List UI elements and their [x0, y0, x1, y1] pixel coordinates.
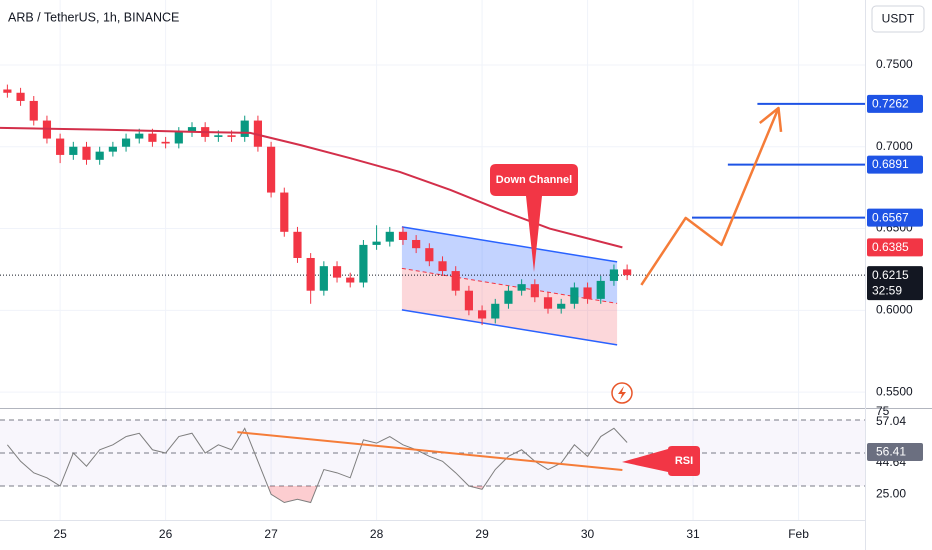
channel-mid — [401, 267, 618, 304]
x-tick-label: Feb — [788, 527, 809, 541]
channel-lower — [401, 309, 618, 346]
candle-body — [16, 92, 25, 101]
candle-body — [187, 127, 197, 133]
candle-body — [306, 257, 315, 291]
candle-body — [332, 266, 342, 278]
candle-body — [583, 287, 592, 299]
projection-arrowhead — [759, 106, 783, 132]
rsi-value-label: 56.41 — [876, 445, 906, 459]
y-tick-label: 0.5500 — [876, 384, 913, 398]
ma-label: 0.6385 — [872, 240, 909, 254]
candle-body — [543, 297, 553, 309]
candle-body — [346, 277, 355, 283]
candle-body — [108, 146, 117, 152]
candle-body — [267, 146, 276, 193]
candle-body — [464, 290, 473, 311]
candle-body — [135, 133, 144, 139]
x-tick-label: 31 — [686, 527, 700, 541]
level-box — [867, 155, 923, 174]
candle-body — [504, 290, 513, 304]
level-box — [867, 208, 923, 227]
candle-body — [121, 138, 131, 147]
candle-body — [398, 231, 408, 240]
ma-box — [867, 238, 923, 257]
candle-body — [319, 266, 328, 291]
candle-body — [82, 146, 91, 160]
candle-body — [214, 135, 223, 137]
candle-body — [56, 138, 65, 155]
candle-body — [29, 100, 38, 121]
level-label: 0.6891 — [872, 157, 909, 171]
currency-button[interactable] — [871, 5, 925, 33]
candle-body — [372, 241, 381, 245]
candle-body — [385, 231, 394, 242]
moving-average — [0, 126, 623, 249]
rsi-callout-text: RSI — [675, 455, 693, 467]
candle-body — [425, 248, 434, 262]
candle-body — [293, 231, 302, 258]
grid-layer — [0, 0, 865, 520]
rsi-tick-label: 25.00 — [876, 486, 906, 500]
candle-body — [240, 120, 249, 137]
candle-body — [69, 146, 78, 155]
callout-text: Down Channel — [496, 174, 572, 186]
candle-body — [3, 89, 12, 93]
candle-body — [253, 120, 263, 147]
candle-body — [412, 239, 421, 249]
level-label: 0.7262 — [872, 97, 909, 111]
candle-body — [557, 303, 566, 309]
candle-body — [623, 269, 632, 276]
candle-body — [148, 133, 157, 142]
channel-upper-fill — [401, 226, 618, 304]
x-tick-label: 29 — [475, 527, 489, 541]
candle-body — [161, 141, 170, 144]
y-tick-label: 0.7500 — [876, 57, 913, 71]
candle-body — [477, 310, 487, 319]
x-tick-label: 25 — [53, 527, 67, 541]
candle-body — [517, 284, 526, 291]
candle-body — [491, 303, 500, 319]
main-pane — [0, 84, 865, 346]
x-tick-label: 28 — [370, 527, 384, 541]
channel-upper — [401, 226, 618, 263]
candle-body — [570, 287, 579, 304]
rsi-trendline — [237, 431, 623, 472]
candle-body — [227, 135, 236, 137]
projection-path — [640, 107, 780, 286]
currency-label[interactable]: USDT — [882, 12, 915, 26]
y-tick-label: 0.6000 — [876, 303, 913, 317]
last-price-box — [867, 266, 923, 301]
level-box — [867, 94, 923, 113]
chart-title: ARB / TetherUS, 1h, BINANCE — [8, 10, 179, 24]
candle-body — [609, 269, 619, 281]
rsi-line — [6, 427, 628, 504]
countdown-label: 32:59 — [872, 283, 902, 297]
x-tick-label: 26 — [159, 527, 173, 541]
rsi-pane — [0, 419, 865, 504]
x-tick-label: 27 — [264, 527, 278, 541]
rsi-level-label: 57.04 — [876, 414, 906, 428]
candle-body — [438, 261, 447, 272]
callout-shape — [490, 164, 578, 272]
candle-body — [280, 192, 289, 232]
rsi-value-box — [867, 443, 923, 461]
candle-body — [596, 280, 605, 299]
x-tick-label: 30 — [581, 527, 595, 541]
alert-icon[interactable] — [611, 382, 633, 404]
rsi-tick-label: 75 — [876, 404, 890, 418]
candle-body — [359, 244, 368, 283]
candle-body — [95, 151, 104, 160]
candle-body — [530, 284, 539, 298]
last-price-label: 0.6215 — [872, 268, 909, 282]
candle-body — [451, 271, 460, 291]
level-label: 0.6567 — [872, 210, 909, 224]
candle-body — [174, 132, 183, 144]
rsi-callout-shape — [622, 446, 700, 476]
y-tick-label: 0.7000 — [876, 139, 913, 153]
